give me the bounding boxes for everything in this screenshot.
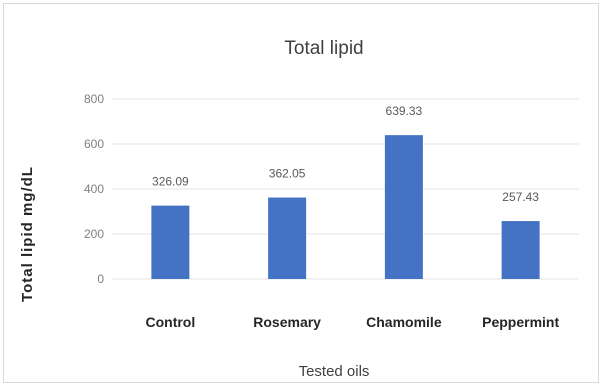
x-tick-label: Control xyxy=(145,314,195,330)
y-tick-label: 600 xyxy=(84,137,104,151)
chart-frame: Total lipid Total lipid mg/dL Tested oil… xyxy=(3,3,599,383)
bar-rosemary xyxy=(268,197,307,279)
bar-chamomile xyxy=(384,135,423,279)
data-label: 639.33 xyxy=(386,104,423,118)
y-axis-label: Total lipid mg/dL xyxy=(19,166,36,302)
chart-title: Total lipid xyxy=(284,38,363,59)
x-tick-label: Chamomile xyxy=(366,314,442,330)
data-label: 362.05 xyxy=(269,167,306,181)
y-tick-label: 800 xyxy=(84,92,104,106)
x-axis-label: Tested oils xyxy=(299,363,370,380)
data-label: 257.43 xyxy=(502,190,539,204)
y-tick-label: 0 xyxy=(97,272,104,286)
y-tick-label: 400 xyxy=(84,182,104,196)
bar-chart: Total lipid Total lipid mg/dL Tested oil… xyxy=(19,38,579,380)
bar-control xyxy=(151,205,190,279)
x-tick-label: Peppermint xyxy=(482,314,559,330)
data-label: 326.09 xyxy=(152,175,189,189)
y-tick-label: 200 xyxy=(84,227,104,241)
x-tick-label: Rosemary xyxy=(253,314,321,330)
bar-peppermint xyxy=(501,221,540,279)
